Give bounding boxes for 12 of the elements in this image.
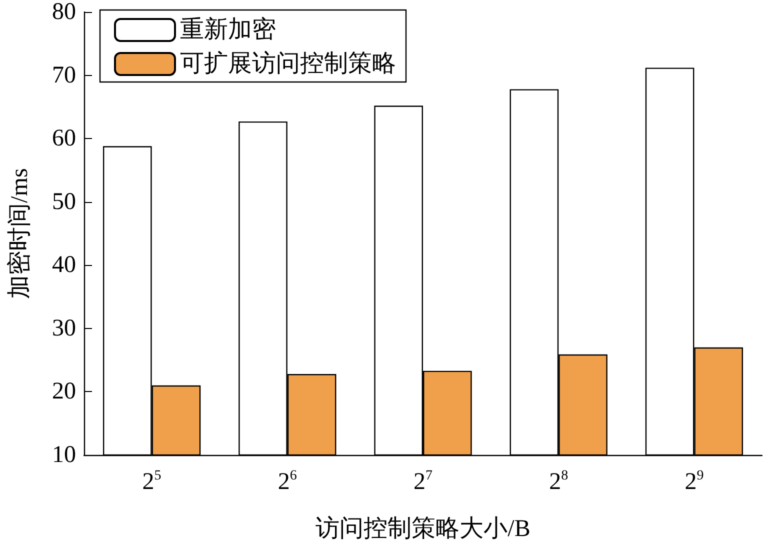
y-tick-label: 10 — [52, 442, 76, 468]
y-tick-label: 50 — [52, 188, 76, 215]
y-axis-title: 加密时间/ms — [6, 168, 33, 299]
x-axis-title: 访问控制策略大小/B — [316, 515, 530, 542]
y-tick-label: 60 — [52, 126, 76, 152]
y-tick-label: 30 — [52, 315, 76, 342]
y-tick-label: 80 — [52, 0, 76, 25]
y-tick-label: 70 — [52, 62, 76, 88]
legend-label: 重新加密 — [180, 16, 276, 43]
legend-label: 可扩展访问控制策略 — [180, 50, 396, 77]
y-tick-label: 20 — [52, 378, 76, 405]
y-tick-label: 40 — [52, 252, 76, 278]
